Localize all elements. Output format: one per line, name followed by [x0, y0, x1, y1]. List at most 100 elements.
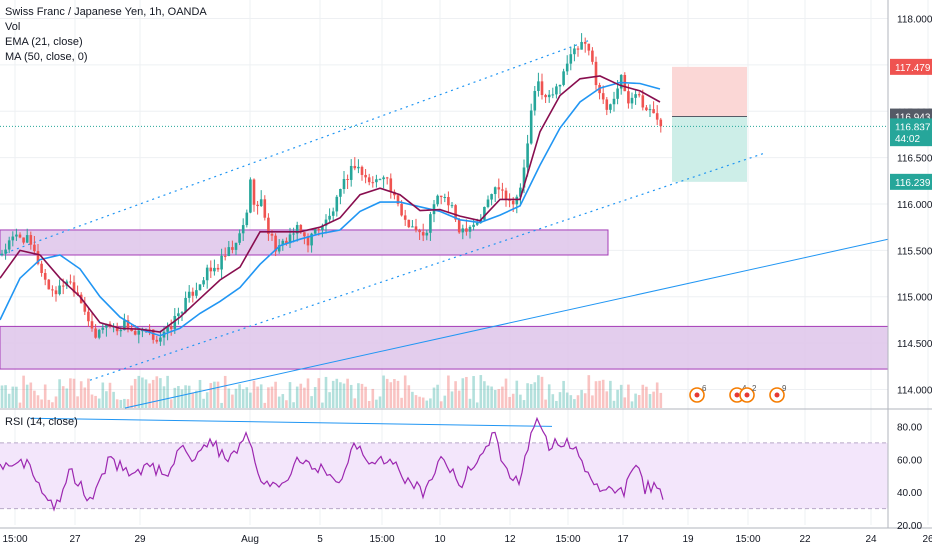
volume-bar: [396, 380, 400, 408]
ema21-line: [0, 75, 661, 333]
volume-bar: [249, 392, 252, 408]
candle-body: [659, 119, 663, 127]
rsi-line: [0, 416, 664, 512]
volume-bar: [259, 384, 263, 408]
candle-body: [569, 54, 573, 64]
candle-body: [648, 109, 652, 111]
candle-body: [526, 143, 529, 168]
volume-bar: [18, 402, 22, 408]
volume-bar: [483, 381, 486, 408]
candle-body: [591, 50, 594, 62]
volume-bar: [634, 393, 637, 408]
volume-bar: [511, 393, 515, 408]
volume-bar: [335, 378, 339, 408]
candle-body: [263, 199, 267, 218]
volume-bar: [324, 376, 328, 408]
volume-bar: [256, 386, 259, 408]
volume-bar: [357, 383, 360, 408]
volume-bar: [540, 376, 544, 408]
volume-bar: [216, 381, 220, 408]
candle-body: [159, 337, 162, 342]
volume-bar: [220, 402, 223, 408]
volume-bar: [468, 398, 472, 408]
volume-bar: [655, 382, 659, 408]
candle-body: [339, 189, 342, 197]
candle-body: [231, 247, 234, 250]
candle-body: [533, 90, 537, 111]
candle-body: [418, 230, 421, 233]
volume-bar: [558, 392, 562, 408]
candle-body: [277, 245, 281, 252]
volume-bar: [90, 394, 94, 408]
volume-bar: [533, 382, 537, 408]
candle-body: [652, 109, 655, 114]
candle-body: [364, 174, 367, 178]
candle-body: [342, 178, 346, 190]
position-tool[interactable]: [672, 66, 747, 182]
candle-body: [234, 242, 238, 250]
volume-bar: [202, 398, 205, 408]
support-zone: [0, 325, 889, 370]
candle-body: [94, 328, 97, 338]
volume-bar: [61, 386, 65, 408]
volume-bar: [627, 384, 630, 408]
time-tick-label: 22: [799, 534, 811, 545]
candle-body: [389, 178, 393, 192]
volume-bar: [166, 375, 169, 408]
legend-ma: MA (50, close, 0): [5, 51, 88, 63]
candle-body: [137, 330, 141, 335]
candle-body: [483, 206, 486, 220]
candle-body: [324, 219, 328, 226]
time-tick-label: 15:00: [555, 534, 580, 545]
volume-bar: [371, 388, 375, 408]
price-badge: [890, 130, 932, 147]
volume-bar: [58, 379, 61, 408]
event-marker-dot: [694, 392, 700, 398]
candle-body: [274, 235, 277, 252]
candle-body: [501, 189, 504, 191]
candle-body: [357, 166, 360, 169]
price-badge-label: 116.837: [895, 122, 931, 133]
volume-bar: [407, 385, 411, 408]
price-badge-label: 116.239: [895, 178, 931, 189]
time-tick-label: 26: [922, 534, 932, 545]
volume-bar: [501, 386, 504, 408]
volume-bar: [360, 383, 364, 408]
candle-body: [645, 107, 648, 111]
candle-body: [119, 330, 123, 332]
event-markers[interactable]: 6429: [689, 384, 787, 403]
volume-bar: [54, 396, 58, 408]
rsi-tick-label: 80.00: [897, 422, 922, 433]
volume-bar: [346, 378, 349, 408]
volume-bar: [519, 394, 522, 408]
candle-body: [7, 240, 11, 250]
volume-bar: [108, 382, 112, 408]
volume-bar: [378, 396, 382, 408]
volume-bar: [76, 396, 79, 408]
candle-body: [461, 228, 465, 233]
candle-body: [429, 214, 432, 233]
target-zone: [672, 116, 747, 182]
candle-body: [249, 179, 252, 213]
volume-bar: [43, 384, 47, 408]
volume-bar: [454, 381, 457, 408]
volume-bar: [151, 379, 155, 408]
candle-body: [641, 95, 645, 108]
price-tick-label: 116.000: [897, 200, 932, 211]
candle-body: [202, 280, 205, 285]
volume-bar: [403, 375, 407, 408]
candle-body: [378, 179, 382, 181]
candle-body: [209, 267, 213, 272]
candle-body: [450, 205, 454, 207]
volume-bar: [605, 391, 609, 408]
candle-body: [191, 291, 195, 296]
candle-body: [281, 240, 285, 246]
candle-body: [303, 232, 306, 237]
volume-bar: [83, 387, 87, 408]
candle-body: [295, 224, 299, 234]
trendlines[interactable]: [0, 40, 889, 409]
volume-bar: [475, 402, 479, 408]
